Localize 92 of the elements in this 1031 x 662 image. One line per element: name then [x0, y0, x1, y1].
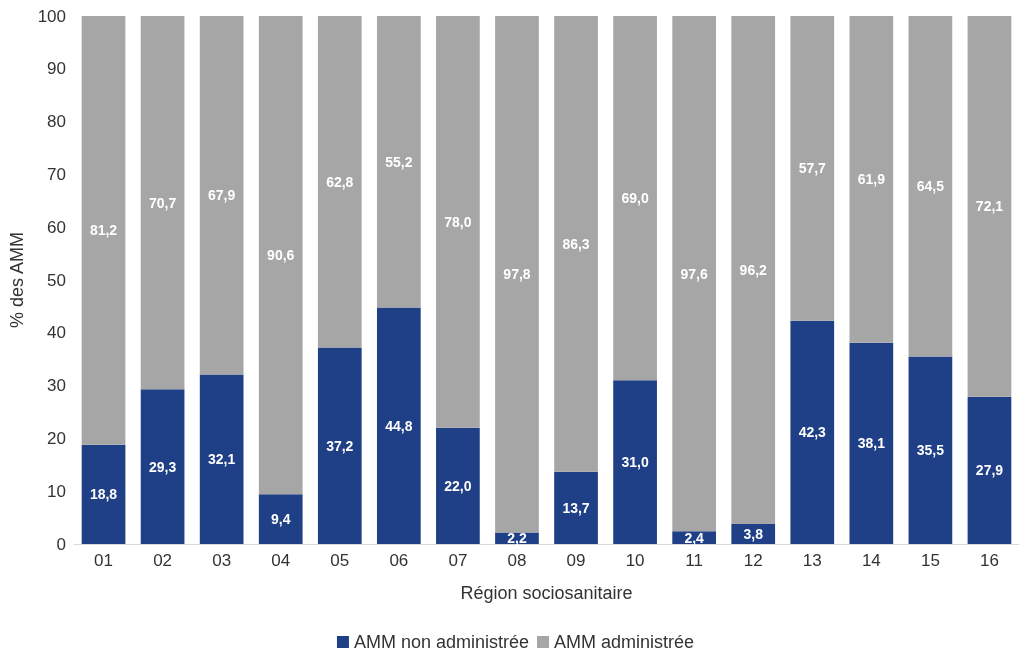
bar — [258, 16, 303, 495]
x-axis-title: Région sociosanitaire — [460, 583, 633, 603]
data-label: 64,5 — [916, 178, 945, 195]
x-tick-label: 13 — [802, 551, 822, 570]
data-label: 57,7 — [798, 160, 827, 177]
bar — [554, 471, 598, 544]
x-tick-label: 02 — [153, 551, 173, 570]
x-tick-label: 10 — [625, 551, 645, 570]
data-label: 69,0 — [621, 190, 649, 207]
x-tick-label: 11 — [685, 551, 703, 570]
bar — [258, 494, 303, 544]
data-label: 22,0 — [444, 477, 472, 494]
x-tick-label: 14 — [861, 551, 881, 570]
bar — [317, 16, 362, 348]
x-tick-label: 01 — [94, 551, 113, 570]
data-label: 70,7 — [148, 194, 177, 211]
data-label: 27,9 — [975, 462, 1004, 479]
x-tick-label: 04 — [271, 551, 291, 570]
legend-label: AMM administrée — [554, 632, 695, 652]
bar — [731, 16, 776, 524]
data-label: 29,3 — [148, 458, 177, 475]
bar — [140, 389, 185, 544]
data-label: 35,5 — [916, 442, 945, 459]
bar — [376, 307, 421, 544]
bar — [849, 16, 894, 343]
y-axis-title: % des AMM — [7, 231, 27, 329]
data-label: 2,4 — [684, 529, 705, 546]
data-label: 13,7 — [562, 499, 590, 516]
bar — [199, 374, 244, 544]
bar — [908, 16, 953, 357]
bar — [908, 356, 953, 544]
bar — [317, 347, 362, 544]
x-tick-label: 15 — [920, 551, 940, 570]
x-tick-label: 03 — [212, 551, 232, 570]
bar — [613, 16, 657, 381]
data-label: 31,0 — [621, 454, 649, 471]
data-label: 32,1 — [208, 451, 236, 468]
y-tick-label: 10 — [47, 481, 66, 501]
data-label: 97,6 — [680, 265, 708, 282]
y-tick-label: 60 — [47, 217, 66, 237]
data-label: 2,2 — [507, 530, 527, 547]
x-tick-label: 16 — [980, 551, 999, 570]
data-label: 67,9 — [208, 187, 236, 204]
y-tick-label: 50 — [47, 270, 66, 290]
y-tick-label: 20 — [47, 428, 66, 448]
bar — [199, 16, 244, 375]
bar — [81, 16, 126, 445]
data-label: 62,8 — [326, 173, 354, 190]
data-label: 61,9 — [857, 171, 886, 188]
bar — [495, 16, 539, 533]
data-label: 97,8 — [503, 266, 531, 283]
data-label: 72,1 — [975, 198, 1004, 215]
y-tick-label: 70 — [47, 164, 66, 184]
x-tick-label: 06 — [389, 551, 409, 570]
x-tick-label: 12 — [743, 551, 763, 570]
bar — [613, 380, 657, 544]
data-label: 42,3 — [798, 424, 827, 441]
bar — [81, 444, 126, 544]
bar — [436, 16, 480, 428]
x-tick-label: 07 — [448, 551, 468, 570]
y-tick-label: 80 — [47, 112, 66, 132]
bar — [554, 16, 598, 472]
y-tick-label: 30 — [47, 376, 66, 396]
bar — [376, 16, 421, 308]
bar — [436, 427, 480, 544]
y-tick-label: 100 — [37, 6, 66, 26]
legend-label: AMM non administrée — [353, 632, 530, 652]
bar — [790, 16, 835, 321]
data-label: 55,2 — [385, 153, 413, 170]
y-tick-label: 0 — [56, 534, 66, 554]
data-label: 96,2 — [739, 261, 768, 278]
y-tick-label: 40 — [47, 323, 66, 343]
bar — [790, 320, 835, 544]
bar — [967, 16, 1012, 397]
bar — [672, 16, 717, 532]
x-tick-label: 05 — [330, 551, 350, 570]
bar — [849, 342, 894, 544]
x-tick-label: 08 — [507, 551, 527, 570]
data-label: 78,0 — [444, 213, 472, 230]
data-label: 3,8 — [743, 525, 764, 542]
x-tick-label: 09 — [566, 551, 586, 570]
data-label: 18,8 — [89, 486, 118, 503]
bar — [967, 396, 1012, 544]
data-label: 86,3 — [562, 235, 590, 252]
data-label: 37,2 — [326, 437, 354, 454]
data-label: 38,1 — [857, 435, 886, 452]
y-tick-label: 90 — [47, 59, 66, 79]
data-label: 81,2 — [89, 222, 118, 239]
bar — [140, 16, 185, 390]
data-label: 90,6 — [267, 247, 295, 264]
data-label: 44,8 — [385, 417, 413, 434]
data-label: 9,4 — [270, 511, 291, 528]
